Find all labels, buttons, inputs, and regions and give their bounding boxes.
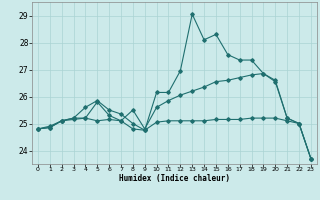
X-axis label: Humidex (Indice chaleur): Humidex (Indice chaleur) xyxy=(119,174,230,183)
